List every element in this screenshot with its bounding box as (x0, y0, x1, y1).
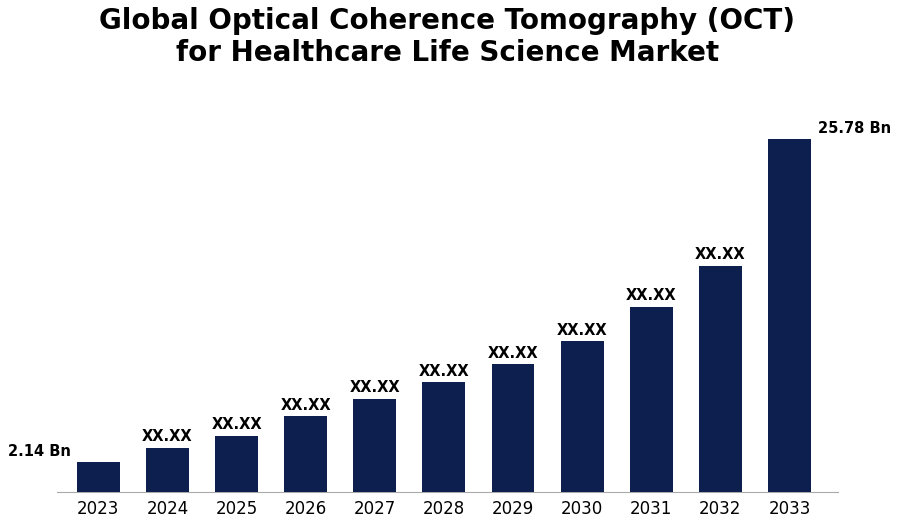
Text: XX.XX: XX.XX (349, 380, 400, 395)
Text: XX.XX: XX.XX (695, 247, 746, 262)
Text: XX.XX: XX.XX (418, 364, 469, 379)
Bar (491, 364, 535, 492)
Bar (76, 463, 120, 492)
Bar (284, 416, 327, 492)
Text: XX.XX: XX.XX (488, 346, 538, 361)
Bar (699, 266, 742, 492)
Bar (146, 448, 189, 492)
Text: XX.XX: XX.XX (142, 429, 193, 445)
Bar (354, 398, 396, 492)
Title: Global Optical Coherence Tomography (OCT)
for Healthcare Life Science Market: Global Optical Coherence Tomography (OCT… (99, 7, 796, 67)
Text: XX.XX: XX.XX (212, 417, 262, 432)
Text: 2.14 Bn: 2.14 Bn (8, 444, 71, 459)
Bar (422, 382, 465, 492)
Bar (561, 341, 604, 492)
Text: XX.XX: XX.XX (281, 398, 331, 413)
Bar (215, 436, 258, 492)
Text: 25.78 Bn: 25.78 Bn (818, 121, 891, 136)
Text: XX.XX: XX.XX (626, 288, 677, 303)
Text: XX.XX: XX.XX (557, 323, 608, 338)
Bar (630, 307, 672, 492)
Bar (768, 139, 811, 492)
